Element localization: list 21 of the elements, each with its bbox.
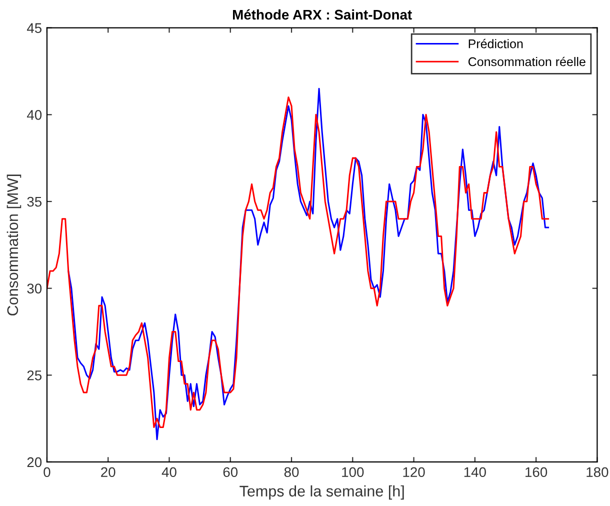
y-tick-label: 45 <box>26 23 42 33</box>
legend-label: Prédiction <box>468 38 523 48</box>
x-tick-label: 20 <box>101 467 116 478</box>
y-axis-title: Consommation [MW] <box>6 174 22 316</box>
chart-title: Méthode ARX : Saint-Donat <box>233 9 412 20</box>
x-tick-label: 0 <box>44 467 50 478</box>
x-tick-label: 40 <box>162 467 176 478</box>
x-tick-label: 160 <box>526 467 548 478</box>
y-tick-label: 20 <box>27 457 42 468</box>
x-tick-label: 120 <box>403 467 425 478</box>
x-tick-label: 60 <box>223 467 238 478</box>
y-tick-label: 30 <box>27 284 42 294</box>
x-tick-label: 140 <box>464 467 486 478</box>
y-tick-label: 35 <box>27 196 42 207</box>
x-tick-label: 180 <box>586 467 608 478</box>
x-axis-title: Temps de la semaine [h] <box>240 485 404 500</box>
legend-label: Consommation réelle <box>468 56 586 66</box>
x-tick-label: 80 <box>284 467 299 478</box>
y-tick-label: 40 <box>26 110 42 120</box>
x-tick-label: 100 <box>342 467 364 478</box>
y-tick-label: 25 <box>27 370 42 380</box>
